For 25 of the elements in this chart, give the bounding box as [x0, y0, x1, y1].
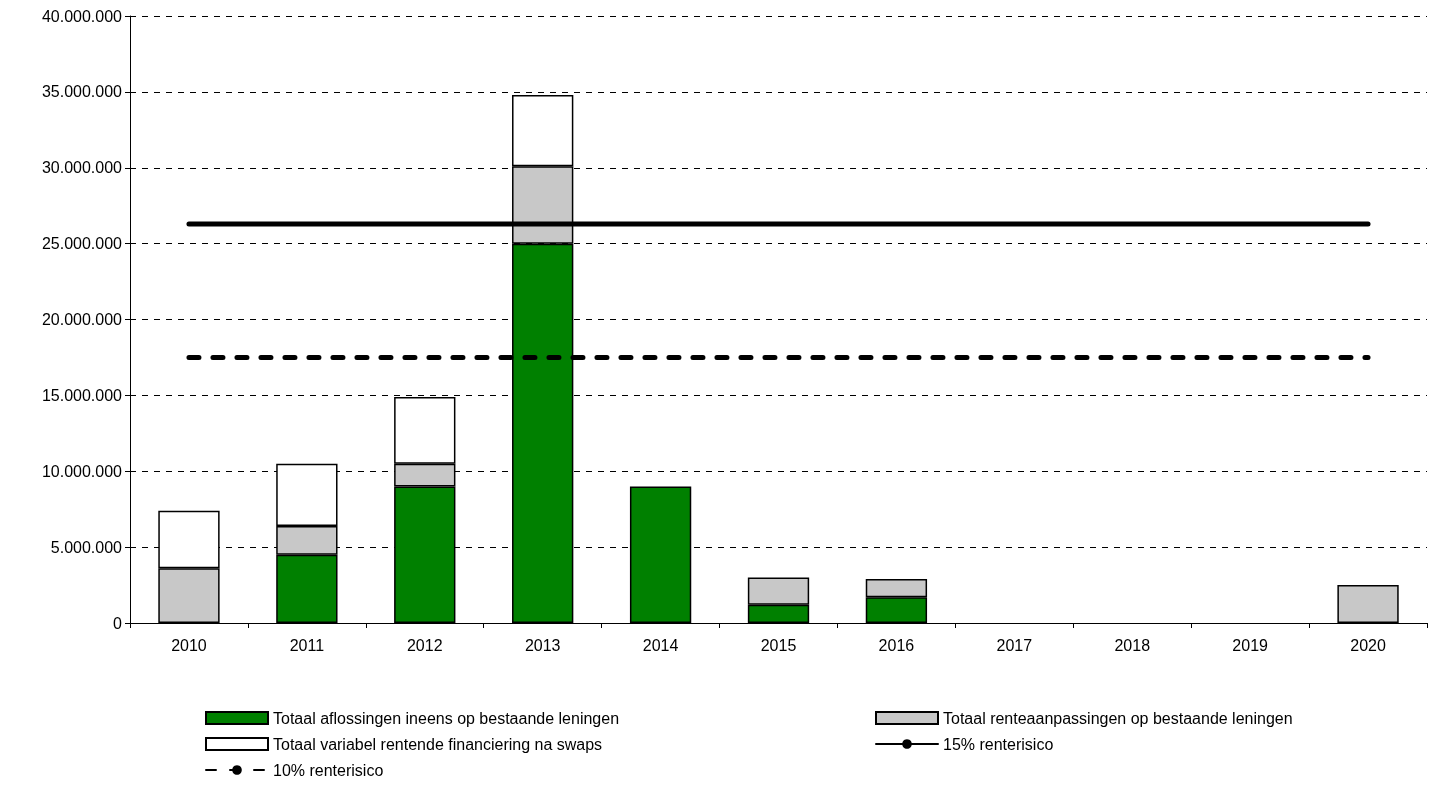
legend-label: Totaal aflossingen ineens op bestaande leningen [273, 709, 620, 727]
x-tick-label: 2019 [1232, 636, 1269, 654]
y-tick-label: 15.000.000 [41, 386, 123, 404]
x-tick-label: 2011 [289, 636, 325, 654]
y-tick-label: 10.000.000 [41, 462, 123, 480]
x-tick-label: 2014 [642, 636, 679, 654]
x-tick-label: 2020 [1350, 636, 1386, 654]
y-tick-label: 25.000.000 [41, 235, 123, 253]
legend-label: 15% renterisico [943, 735, 1054, 753]
legend-label: Totaal variabel rentende financiering na swaps [273, 735, 603, 753]
x-tick-label: 2017 [996, 636, 1033, 654]
y-tick-label: 20.000.000 [41, 311, 123, 328]
y-tick-label: 35.000.000 [41, 83, 123, 101]
x-tick-label: 2018 [1114, 636, 1151, 654]
y-tick-label: 40.000.000 [41, 7, 123, 25]
x-tick-label: 2010 [171, 636, 207, 654]
legend-label: 10% renterisico [273, 761, 384, 779]
y-tick-label: 5.000.000 [50, 538, 123, 556]
y-tick-label: 30.000.000 [41, 159, 123, 177]
x-tick-label: 2015 [760, 636, 797, 654]
x-tick-label: 2016 [878, 636, 915, 654]
x-tick-label: 2012 [406, 636, 443, 654]
y-tick-label: 0 [113, 614, 123, 632]
legend-label: Totaal renteaanpassingen op bestaande leningen [943, 709, 1293, 727]
x-tick-label: 2013 [524, 636, 561, 654]
